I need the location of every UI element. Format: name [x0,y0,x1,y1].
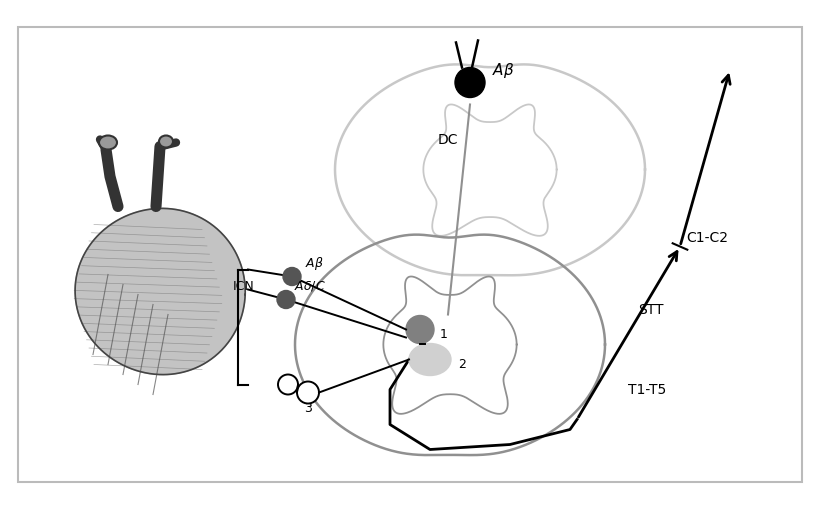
Text: $A\beta$: $A\beta$ [491,61,514,79]
Text: $A\delta/C$: $A\delta/C$ [294,279,325,293]
Polygon shape [75,208,245,375]
Circle shape [455,68,484,98]
Text: 2: 2 [458,358,465,371]
Ellipse shape [409,344,450,376]
Ellipse shape [99,135,117,150]
Text: 1: 1 [440,328,447,341]
Ellipse shape [159,135,173,148]
Text: DC: DC [437,133,458,148]
Text: ICN: ICN [233,280,255,293]
Text: T1-T5: T1-T5 [627,383,665,398]
Circle shape [296,382,319,404]
Text: STT: STT [637,303,663,318]
Circle shape [277,291,295,308]
Circle shape [405,316,433,344]
Circle shape [283,268,301,286]
Circle shape [278,375,297,394]
Text: C1-C2: C1-C2 [686,232,727,245]
Text: $A\beta$: $A\beta$ [305,254,324,271]
Text: 3: 3 [304,403,311,415]
